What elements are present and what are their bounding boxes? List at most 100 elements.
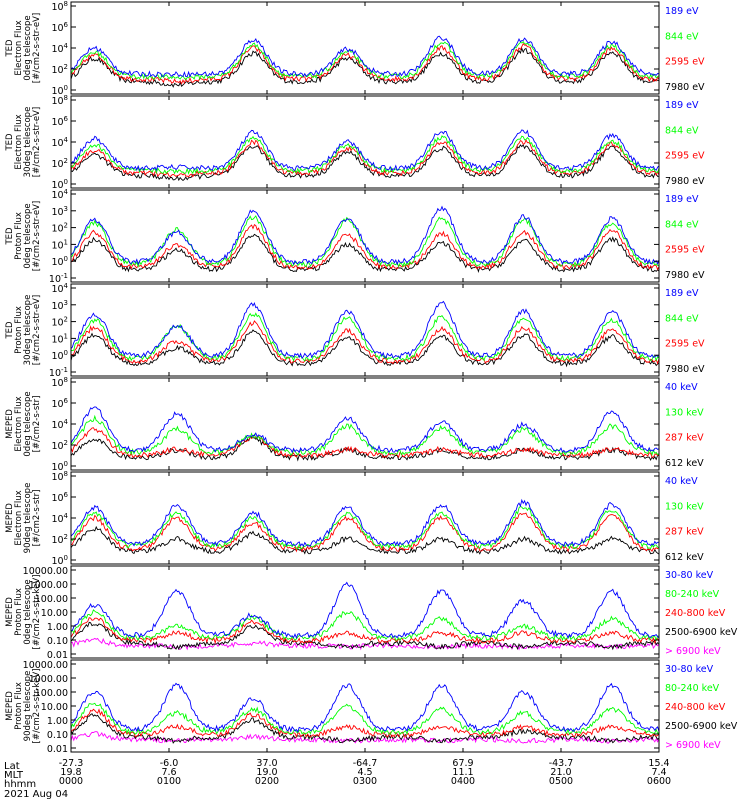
- time-label-hhmm: 0200: [255, 776, 279, 787]
- y-tick-label: 106: [51, 115, 68, 128]
- y-tick-exponent: 4: [64, 418, 69, 426]
- y-tick-exponent: 2: [64, 63, 68, 71]
- y-tick-exponent: 8: [64, 376, 68, 384]
- y-axis-label-line: [#/cm2-s-str]: [32, 490, 42, 547]
- panel-plot-area: [70, 205, 660, 274]
- legend-entry: 287 keV: [665, 527, 704, 538]
- y-tick-label: 106: [51, 21, 68, 34]
- y-tick-label: 1.00: [47, 622, 68, 633]
- y-tick-base: 10: [49, 368, 61, 379]
- y-tick-base: 10: [51, 44, 63, 55]
- legend-entry: 2595 eV: [665, 339, 705, 350]
- time-label-lat: -6.0: [160, 758, 179, 769]
- time-label-mlt: 7.4: [651, 767, 666, 778]
- y-tick-exponent: 8: [64, 0, 68, 8]
- series-line: [70, 436, 659, 462]
- y-tick-label: 104: [51, 136, 68, 149]
- legend-entry: 612 keV: [665, 552, 704, 563]
- y-tick-base: 10: [51, 117, 63, 128]
- panel-7: 0.010.101.0010.00100.001000.0010000.00ME…: [5, 565, 738, 661]
- series-line: [70, 581, 660, 640]
- y-axis-label: TED Proton Flux 0deg telescope [#/cm2-s-str…: [5, 201, 42, 271]
- time-label-lat: 37.0: [256, 758, 277, 769]
- y-tick-base: 10: [51, 86, 63, 97]
- y-tick-exponent: 4: [64, 42, 69, 50]
- legend-entry: 844 eV: [665, 219, 699, 230]
- legend-entry: 2500-6900 keV: [665, 627, 738, 638]
- y-tick-label: 1000.00: [29, 674, 68, 685]
- y-tick-base: 10: [51, 65, 63, 76]
- legend-entry: 30-80 keV: [665, 570, 714, 581]
- y-tick-label: 106: [51, 397, 68, 410]
- series-line: [70, 621, 660, 651]
- date-label: 2021 Aug 04: [4, 789, 68, 800]
- y-axis-label-line: Electron Flux: [14, 490, 24, 545]
- time-label-lat: -27.3: [59, 758, 84, 769]
- legend-entry: 612 keV: [665, 458, 704, 469]
- time-label-mlt: 21.0: [550, 767, 571, 778]
- y-tick-exponent: 2: [64, 222, 68, 230]
- y-tick-exponent: 8: [64, 470, 68, 478]
- time-label-hhmm: 0300: [353, 776, 377, 787]
- legend-entry: 287 keV: [665, 433, 704, 444]
- y-tick-base: 10: [51, 318, 63, 329]
- legend-entry: 7980 eV: [665, 364, 705, 375]
- y-tick-label: 102: [51, 533, 68, 546]
- y-tick-label: 101: [51, 332, 68, 345]
- y-tick-base: 10: [51, 493, 63, 504]
- series-line: [70, 702, 660, 736]
- time-label-hhmm: 0100: [157, 776, 181, 787]
- series-line: [70, 129, 660, 172]
- y-tick-base: 10: [51, 23, 63, 34]
- y-axis-label-line: MEPED: [5, 409, 15, 439]
- legend-entry: 7980 eV: [665, 176, 705, 187]
- y-axis-label-line: Electron Flux: [14, 20, 24, 75]
- legend-entry: 844 eV: [665, 313, 699, 324]
- y-axis-label: MEPED Electron Flux 0deg telescope [#/cm2-s…: [5, 391, 42, 456]
- legend-entry: 80-240 keV: [665, 683, 720, 694]
- y-tick-label: 103: [51, 205, 68, 218]
- y-tick-label: 102: [51, 439, 68, 452]
- legend-entry: 40 keV: [665, 476, 698, 487]
- y-tick-label: 100: [51, 554, 68, 567]
- panel-plot-area: [70, 129, 660, 182]
- y-tick-base: 10: [51, 180, 63, 191]
- y-tick-exponent: 0: [64, 349, 68, 357]
- y-axis-label-line: [#/cm2-s-str-keV]: [32, 669, 42, 744]
- series-line: [70, 682, 660, 733]
- time-label-hhmm: 0600: [647, 776, 671, 787]
- series-line: [70, 47, 660, 88]
- series-line: [70, 609, 660, 642]
- legend-entry: 2500-6900 keV: [665, 721, 738, 732]
- y-tick-exponent: 0: [64, 460, 68, 468]
- legend-entry: 189 eV: [665, 194, 699, 205]
- panel-plot-area: [70, 300, 660, 368]
- series-line: [70, 525, 660, 555]
- y-tick-exponent: 2: [64, 533, 68, 541]
- y-axis-label-line: 0deg telescope: [23, 203, 33, 268]
- y-tick-base: 10: [51, 284, 63, 295]
- series-line: [70, 713, 660, 744]
- y-axis-label-line: 90deg telescope: [23, 671, 33, 742]
- y-tick-exponent: 2: [64, 157, 68, 165]
- panel-plot-area: [70, 406, 660, 462]
- y-axis-label: MEPED Electron Flux 90deg telescope [#/cm2-…: [5, 483, 42, 554]
- legend-entry: 189 eV: [665, 100, 699, 111]
- y-tick-base: 10: [51, 441, 63, 452]
- y-tick-exponent: 0: [64, 554, 68, 562]
- time-label-hhmm: 0400: [451, 776, 475, 787]
- y-axis-label-line: Proton Flux: [14, 306, 24, 354]
- y-tick-base: 10: [51, 224, 63, 235]
- panel-8: 0.010.101.0010.00100.001000.0010000.00ME…: [5, 659, 738, 755]
- y-tick-exponent: 4: [64, 136, 69, 144]
- y-tick-exponent: 6: [64, 21, 69, 29]
- legend-entry: > 6900 keV: [665, 646, 721, 657]
- y-tick-label: 108: [51, 470, 68, 483]
- y-axis-label-line: Proton Flux: [14, 212, 24, 260]
- y-axis-label-line: MEPED: [5, 597, 15, 627]
